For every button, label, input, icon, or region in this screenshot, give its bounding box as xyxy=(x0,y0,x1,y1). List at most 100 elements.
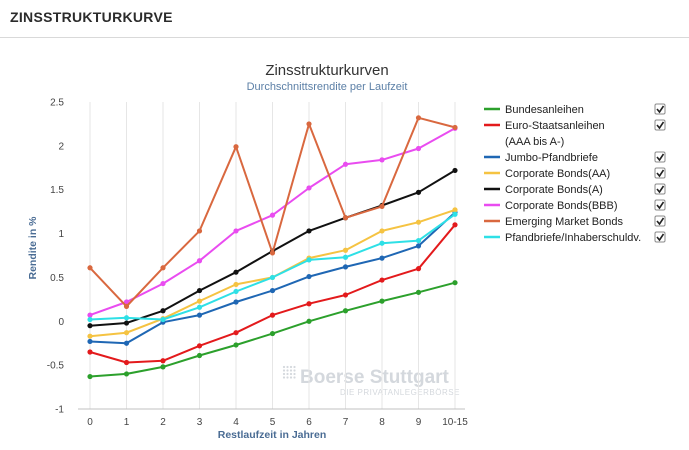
data-point xyxy=(87,373,93,380)
legend-checkbox[interactable] xyxy=(654,151,666,163)
data-point xyxy=(415,266,422,272)
data-point xyxy=(160,316,166,323)
legend-item[interactable]: Corporate Bonds(BBB) xyxy=(484,199,666,212)
legend-checkbox[interactable] xyxy=(654,103,666,115)
data-point xyxy=(342,247,349,253)
check-icon xyxy=(656,233,665,242)
legend-checkbox[interactable] xyxy=(654,167,666,179)
legend-item[interactable]: Corporate Bonds(AA) xyxy=(484,167,666,180)
data-point xyxy=(452,211,458,217)
data-point xyxy=(342,254,349,260)
legend-item[interactable]: Jumbo-Pfandbriefe xyxy=(484,151,666,164)
data-point xyxy=(306,318,312,324)
data-point xyxy=(342,215,349,221)
legend-label: Emerging Market Bonds xyxy=(505,216,623,228)
data-point xyxy=(306,301,312,307)
legend-label: Euro-Staatsanleihen xyxy=(505,120,605,132)
x-tick-label: 1 xyxy=(124,417,130,428)
data-point xyxy=(196,352,203,359)
watermark-dot xyxy=(282,372,286,376)
data-point xyxy=(123,299,130,305)
legend-item[interactable]: Bundesanleihen xyxy=(484,103,666,116)
check-icon xyxy=(656,121,665,130)
data-point xyxy=(196,343,203,349)
chart-legend[interactable]: Bundesanleihen Euro-Staatsanleihen (AAA bi… xyxy=(484,103,666,244)
data-point xyxy=(269,250,276,256)
y-tick-label: -0.5 xyxy=(47,361,65,372)
data-point xyxy=(342,292,349,298)
data-point xyxy=(306,273,312,280)
watermark-dot xyxy=(289,369,293,372)
data-point xyxy=(233,330,239,336)
check-icon xyxy=(656,201,665,210)
check-icon xyxy=(656,105,665,114)
data-point xyxy=(306,228,312,234)
data-point xyxy=(269,212,276,218)
data-point xyxy=(123,303,130,309)
data-point xyxy=(452,280,458,286)
watermark-brand: Boerse Stuttgart xyxy=(300,367,450,388)
data-point xyxy=(415,243,422,249)
data-point xyxy=(342,161,349,167)
data-point xyxy=(379,157,385,163)
legend-checkbox[interactable] xyxy=(654,119,666,131)
legend-item[interactable]: Corporate Bonds(A) xyxy=(484,183,666,196)
series-8 xyxy=(87,211,458,323)
watermark: Boerse Stuttgart DIE PRIVATANLEGERBÖRSE xyxy=(282,365,460,397)
x-tick-label: 10-15 xyxy=(442,417,468,428)
watermark-dot xyxy=(282,376,286,379)
legend-item[interactable]: Emerging Market Bonds xyxy=(484,215,666,228)
data-point xyxy=(87,316,93,323)
data-point xyxy=(123,359,130,366)
legend-item[interactable]: Euro-Staatsanleihen (AAA bis A-) xyxy=(484,119,666,148)
series-1 xyxy=(87,280,458,380)
data-point xyxy=(306,121,312,127)
data-point xyxy=(452,167,458,174)
data-point xyxy=(233,342,239,348)
data-point xyxy=(415,289,422,295)
yield-curve-chart: Boerse Stuttgart DIE PRIVATANLEGERBÖRSE … xyxy=(27,62,666,441)
legend-checkbox[interactable] xyxy=(654,231,666,243)
legend-label: Corporate Bonds(A) xyxy=(505,184,603,196)
y-tick-label: 0 xyxy=(58,317,64,328)
data-point xyxy=(452,207,458,213)
data-point xyxy=(306,185,312,191)
data-point xyxy=(123,340,130,346)
watermark-dot xyxy=(286,376,289,379)
watermark-dot xyxy=(293,376,296,379)
data-point xyxy=(196,228,203,234)
data-point xyxy=(87,323,93,329)
watermark-dot xyxy=(282,365,286,369)
x-axis-label: Restlaufzeit in Jahren xyxy=(218,429,327,441)
watermark-dot xyxy=(286,372,289,376)
check-icon xyxy=(656,185,665,194)
y-axis-label: Rendite in % xyxy=(27,216,39,280)
legend-label: Jumbo-Pfandbriefe xyxy=(505,152,598,164)
watermark-dot xyxy=(289,365,293,369)
series-2 xyxy=(87,222,458,366)
chart-axes: -1 -0.5 0 0.5 1 1.5 2 2.5 0 1 2 3 4 5 6 7 8 9 10-15 xyxy=(47,98,468,429)
data-point xyxy=(196,287,203,294)
page-header: ZINSSTRUKTURKURVE xyxy=(0,0,689,38)
y-tick-label: 2 xyxy=(58,141,64,152)
x-tick-label: 2 xyxy=(160,417,166,428)
legend-checkbox[interactable] xyxy=(654,183,666,195)
data-point xyxy=(415,219,422,225)
x-tick-label: 0 xyxy=(87,417,93,428)
legend-label: Corporate Bonds(BBB) xyxy=(505,200,618,212)
data-point xyxy=(269,330,276,337)
legend-item[interactable]: Pfandbriefe/Inhaberschuldv. xyxy=(484,231,666,244)
watermark-dot xyxy=(286,365,289,369)
y-tick-label: -1 xyxy=(55,405,64,416)
data-point xyxy=(269,312,276,318)
watermark-dot xyxy=(282,369,286,372)
data-point xyxy=(379,298,385,304)
data-point xyxy=(87,265,93,271)
watermark-tagline: DIE PRIVATANLEGERBÖRSE xyxy=(340,388,460,397)
x-tick-label: 7 xyxy=(343,417,349,428)
data-point xyxy=(87,338,93,345)
legend-checkbox[interactable] xyxy=(654,199,666,211)
data-point xyxy=(123,315,130,321)
data-point xyxy=(452,124,458,131)
legend-checkbox[interactable] xyxy=(654,215,666,227)
